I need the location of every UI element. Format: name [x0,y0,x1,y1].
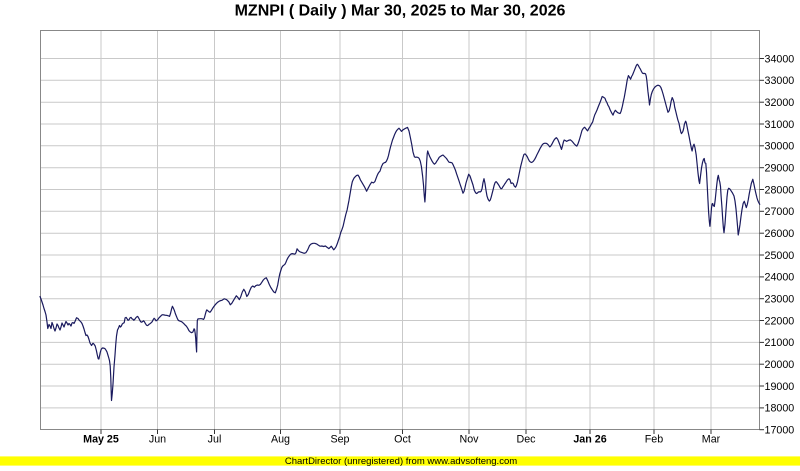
svg-text:28000: 28000 [765,184,795,196]
svg-text:33000: 33000 [765,75,795,87]
svg-text:30000: 30000 [765,141,795,153]
svg-text:ChartDirector (unregistered) f: ChartDirector (unregistered) from www.ad… [285,456,517,466]
svg-text:17000: 17000 [765,425,795,437]
svg-text:23000: 23000 [765,294,795,306]
svg-text:Aug: Aug [271,434,290,446]
svg-text:22000: 22000 [765,315,795,327]
svg-text:Dec: Dec [516,434,536,446]
svg-text:20000: 20000 [765,359,795,371]
svg-text:Feb: Feb [645,434,663,446]
svg-text:Nov: Nov [459,434,479,446]
svg-text:26000: 26000 [765,228,795,240]
svg-text:18000: 18000 [765,403,795,415]
svg-text:19000: 19000 [765,381,795,393]
svg-text:21000: 21000 [765,337,795,349]
svg-text:31000: 31000 [765,119,795,131]
svg-text:24000: 24000 [765,272,795,284]
svg-text:May 25: May 25 [83,434,119,446]
svg-text:Mar: Mar [702,434,721,446]
svg-text:Jan 26: Jan 26 [573,434,606,446]
svg-text:Jul: Jul [208,434,222,446]
svg-text:34000: 34000 [765,53,795,65]
svg-text:32000: 32000 [765,97,795,109]
svg-text:Sep: Sep [330,434,349,446]
svg-text:Oct: Oct [394,434,411,446]
svg-text:Jun: Jun [149,434,166,446]
svg-text:29000: 29000 [765,163,795,175]
svg-text:27000: 27000 [765,206,795,218]
svg-text:25000: 25000 [765,250,795,262]
svg-text:MZNPI ( Daily ) Mar 30, 2025 t: MZNPI ( Daily ) Mar 30, 2025 to Mar 30, … [235,3,566,20]
